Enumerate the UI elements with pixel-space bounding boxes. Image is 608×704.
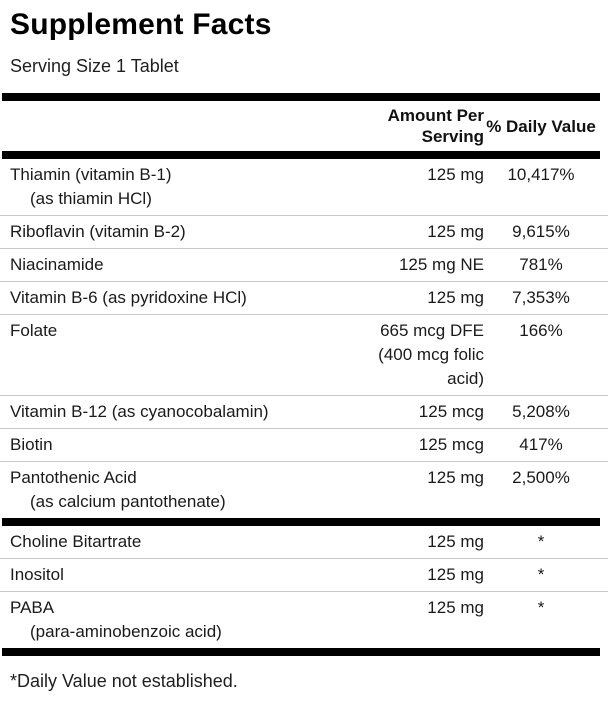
daily-value-footnote: *Daily Value not established. [10, 671, 238, 691]
table-row: Biotin 125 mcg 417% [0, 428, 608, 461]
table-row: PABA (para-aminobenzoic acid) 125 mg * [0, 591, 608, 648]
table-row: Niacinamide 125 mg NE 781% [0, 248, 608, 281]
nutrient-name-cell: Biotin [10, 433, 352, 457]
amount-per-serving: 125 mcg [418, 402, 484, 421]
nutrient-name: Riboflavin (vitamin B-2) [10, 222, 186, 241]
column-header-amount: Amount Per Serving [387, 106, 484, 146]
nutrient-name: Thiamin (vitamin B-1) [10, 165, 172, 184]
nutrient-name-cell: Thiamin (vitamin B-1) (as thiamin HCl) [10, 163, 352, 211]
nutrient-rows-no-dv: Choline Bitartrate 125 mg * Inositol 125 mg *… [0, 526, 608, 648]
nutrient-name-cell: PABA (para-aminobenzoic acid) [10, 596, 352, 644]
label-title: Supplement Facts [10, 8, 272, 41]
amount-per-serving: 125 mg [427, 165, 484, 184]
daily-value: * [537, 598, 545, 617]
divider-thick-header [2, 151, 600, 159]
amount-per-serving: 125 mg [427, 288, 484, 307]
nutrient-name-cell: Niacinamide [10, 253, 352, 277]
daily-value: 781% [519, 255, 563, 274]
daily-value: * [537, 532, 545, 551]
nutrient-name: Pantothenic Acid [10, 468, 137, 487]
daily-value: 5,208% [512, 402, 570, 421]
daily-value: 10,417% [507, 165, 575, 184]
table-row: Pantothenic Acid (as calcium pantothenate… [0, 461, 608, 518]
nutrient-name: Folate [10, 321, 58, 340]
amount-per-serving: 125 mg [427, 532, 484, 551]
daily-value: 2,500% [512, 468, 570, 487]
nutrient-name-cell: Vitamin B-6 (as pyridoxine HCl) [10, 286, 352, 310]
table-row: Riboflavin (vitamin B-2) 125 mg 9,615% [0, 215, 608, 248]
amount-per-serving: 125 mg [427, 565, 484, 584]
supplement-facts-label: Supplement Facts Serving Size 1 Tablet A… [0, 8, 608, 692]
amount-per-serving: 125 mg [427, 222, 484, 241]
divider-thick-middle [2, 518, 600, 526]
serving-size: Serving Size 1 Tablet [10, 56, 179, 76]
nutrient-source: (as calcium pantothenate) [30, 492, 226, 511]
nutrient-name-cell: Vitamin B-12 (as cyanocobalamin) [10, 400, 352, 424]
daily-value: 9,615% [512, 222, 570, 241]
table-row: Vitamin B-6 (as pyridoxine HCl) 125 mg 7,3… [0, 281, 608, 314]
table-row: Thiamin (vitamin B-1) (as thiamin HCl) 125… [0, 159, 608, 215]
nutrient-name-cell: Riboflavin (vitamin B-2) [10, 220, 352, 244]
nutrient-name: Niacinamide [10, 255, 104, 274]
amount-per-serving: 125 mg [427, 598, 484, 617]
nutrient-name: PABA [10, 598, 55, 617]
nutrient-rows-main: Thiamin (vitamin B-1) (as thiamin HCl) 125… [0, 159, 608, 518]
nutrient-name-cell: Folate [10, 319, 352, 391]
nutrient-name-cell: Inositol [10, 563, 352, 587]
column-header-daily-value: % Daily Value [486, 116, 596, 136]
nutrient-name: Vitamin B-6 (as pyridoxine HCl) [10, 288, 247, 307]
amount-per-serving: 665 mcg DFE (400 mcg folic acid) [378, 321, 484, 388]
nutrient-name-cell: Choline Bitartrate [10, 530, 352, 554]
amount-per-serving: 125 mg NE [398, 255, 484, 274]
daily-value: * [537, 565, 545, 584]
nutrient-name: Biotin [10, 435, 53, 454]
nutrient-name-cell: Pantothenic Acid (as calcium pantothenate… [10, 466, 352, 514]
daily-value: 417% [519, 435, 563, 454]
nutrient-name: Choline Bitartrate [10, 532, 142, 551]
amount-per-serving: 125 mcg [418, 435, 484, 454]
divider-thick-top [2, 93, 600, 101]
nutrient-source: (as thiamin HCl) [30, 189, 152, 208]
table-row: Vitamin B-12 (as cyanocobalamin) 125 mcg 5… [0, 395, 608, 428]
nutrient-source: (para-aminobenzoic acid) [30, 622, 222, 641]
table-row: Choline Bitartrate 125 mg * [0, 526, 608, 558]
daily-value: 7,353% [512, 288, 570, 307]
nutrient-name: Inositol [10, 565, 64, 584]
table-row: Inositol 125 mg * [0, 558, 608, 591]
table-row: Folate 665 mcg DFE (400 mcg folic acid) 16… [0, 314, 608, 395]
divider-thick-bottom [2, 648, 600, 656]
nutrient-name: Vitamin B-12 (as cyanocobalamin) [10, 402, 269, 421]
amount-per-serving: 125 mg [427, 468, 484, 487]
column-header-row: Amount Per Serving % Daily Value [0, 101, 608, 151]
daily-value: 166% [519, 321, 563, 340]
